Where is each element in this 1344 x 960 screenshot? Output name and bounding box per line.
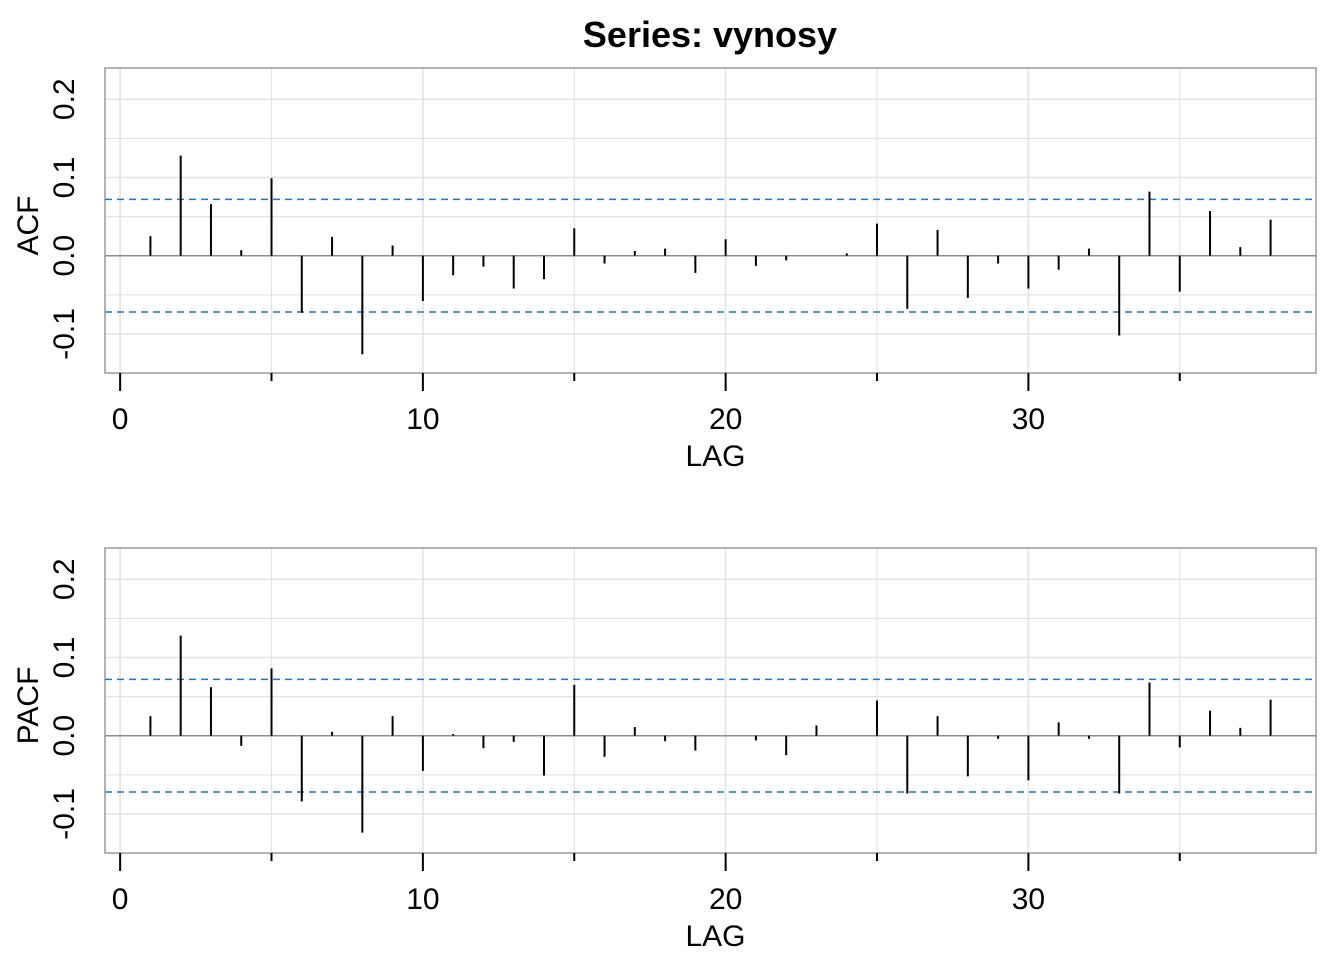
pacf-ytick-label-1: 0.0 (48, 715, 81, 757)
acf-xtick-label-2: 20 (709, 403, 742, 436)
acf-plot-frame (104, 67, 1317, 374)
pacf-panel: 0 10 20 30 -0.1 0.0 0.1 0.2 LAG PACF (12, 547, 1317, 953)
acf-panel: 0 10 20 30 -0.1 0.0 0.1 0.2 LAG ACF (12, 67, 1317, 473)
pacf-x-axis-label: LAG (685, 920, 745, 953)
acf-xtick-label-1: 10 (406, 403, 439, 436)
pacf-xtick-label-0: 0 (112, 883, 129, 916)
pacf-xtick-label-1: 10 (406, 883, 439, 916)
acf-xtick-label-3: 30 (1012, 403, 1045, 436)
acf-ytick-label-0: -0.1 (48, 308, 81, 360)
chart-title: Series: vynosy (583, 14, 837, 55)
pacf-xtick-label-2: 20 (709, 883, 742, 916)
acf-ytick-label-1: 0.0 (48, 235, 81, 277)
acf-ytick-label-3: 0.2 (48, 78, 81, 120)
pacf-y-axis-label: PACF (12, 667, 45, 745)
acf-xtick-label-0: 0 (112, 403, 129, 436)
acf-y-axis-label: ACF (12, 196, 45, 256)
acf-ytick-label-2: 0.1 (48, 157, 81, 199)
pacf-ytick-label-0: -0.1 (48, 788, 81, 840)
pacf-xtick-label-3: 30 (1012, 883, 1045, 916)
pacf-plot-frame (104, 547, 1317, 854)
acf-x-axis-label: LAG (685, 440, 745, 473)
pacf-ytick-label-3: 0.2 (48, 558, 81, 600)
pacf-ytick-label-2: 0.1 (48, 637, 81, 679)
